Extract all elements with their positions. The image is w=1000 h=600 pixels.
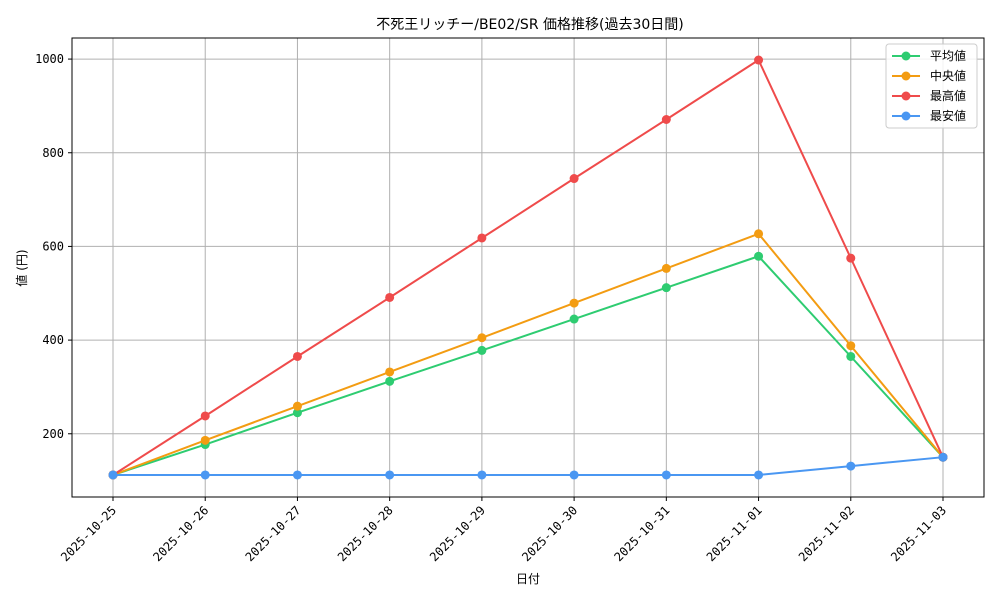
- x-tick-label: 2025-10-28: [335, 503, 396, 564]
- chart-title: 不死王リッチー/BE02/SR 価格推移(過去30日間): [376, 17, 684, 33]
- data-point: [477, 470, 487, 480]
- legend-item: 平均値: [892, 48, 966, 63]
- data-point: [846, 461, 856, 471]
- legend-item: 最高値: [892, 88, 966, 103]
- data-point: [385, 470, 395, 480]
- x-tick-label: 2025-11-03: [888, 503, 949, 564]
- data-point: [569, 298, 579, 308]
- data-point: [477, 345, 487, 355]
- data-point: [938, 452, 948, 462]
- legend-swatch-marker: [901, 51, 911, 61]
- y-axis-ticks: 200 400 600 800 1000: [35, 52, 72, 441]
- legend-label: 最安値: [930, 108, 966, 123]
- y-axis-title: 値 (円): [14, 249, 29, 286]
- data-point: [846, 253, 856, 263]
- y-tick-label: 200: [42, 427, 64, 441]
- legend-swatch-marker: [901, 91, 911, 101]
- plot-area-frame: [71, 37, 985, 498]
- series-0: [108, 251, 948, 480]
- legend-swatch-marker: [901, 111, 911, 121]
- x-tick-label: 2025-11-01: [704, 503, 765, 564]
- x-tick-label: 2025-10-25: [58, 503, 119, 564]
- data-point: [292, 470, 302, 480]
- legend-item: 中央値: [892, 68, 966, 83]
- series-line: [113, 456, 944, 476]
- data-point: [661, 470, 671, 480]
- data-point: [385, 376, 395, 386]
- series-lines: [108, 55, 948, 480]
- series-line: [112, 59, 944, 476]
- x-tick-label: 2025-10-30: [519, 503, 580, 564]
- x-tick-label: 2025-10-31: [611, 503, 672, 564]
- data-point: [754, 470, 764, 480]
- data-point: [754, 251, 764, 261]
- legend-label: 平均値: [930, 48, 966, 63]
- y-tick-label: 400: [42, 333, 64, 347]
- data-point: [477, 233, 487, 243]
- data-point: [385, 367, 395, 377]
- x-tick-label: 2025-10-26: [150, 503, 211, 564]
- data-point: [846, 341, 856, 351]
- data-point: [292, 408, 302, 418]
- y-tick-label: 600: [42, 239, 64, 253]
- data-point: [292, 351, 302, 361]
- legend-item: 最安値: [892, 108, 966, 123]
- data-point: [569, 174, 579, 184]
- data-point: [661, 263, 671, 273]
- series-line: [112, 255, 944, 476]
- legend-box: [885, 43, 978, 129]
- x-axis-title: 日付: [516, 572, 540, 586]
- series-1: [108, 229, 948, 480]
- legend-label: 中央値: [930, 68, 966, 83]
- y-tick-label: 1000: [35, 52, 64, 66]
- x-tick-label: 2025-11-02: [796, 503, 857, 564]
- data-point: [661, 114, 671, 124]
- grid-lines: [72, 38, 984, 497]
- data-point: [385, 292, 395, 302]
- data-point: [108, 470, 118, 480]
- data-point: [661, 283, 671, 293]
- data-point: [200, 435, 210, 445]
- y-tick-label: 800: [42, 146, 64, 160]
- data-point: [846, 351, 856, 361]
- legend-swatch-marker: [901, 71, 911, 81]
- data-point: [754, 55, 764, 65]
- data-point: [477, 333, 487, 343]
- x-tick-label: 2025-10-27: [243, 503, 304, 564]
- series-3: [108, 452, 948, 480]
- data-point: [569, 314, 579, 324]
- series-line: [112, 232, 944, 476]
- series-2: [108, 55, 948, 480]
- data-point: [200, 411, 210, 421]
- x-axis-ticks: 2025-10-25 2025-10-26 2025-10-27 2025-10-28…: [58, 497, 949, 564]
- data-point: [200, 470, 210, 480]
- data-point: [569, 470, 579, 480]
- data-point: [754, 229, 764, 239]
- legend-label: 最高値: [930, 88, 966, 103]
- x-tick-label: 2025-10-29: [427, 503, 488, 564]
- data-point: [292, 401, 302, 411]
